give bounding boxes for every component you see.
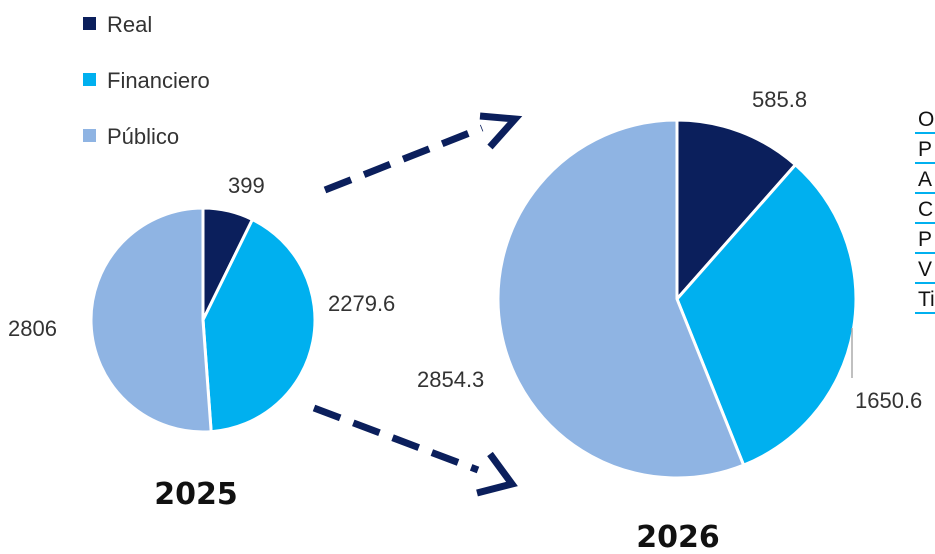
legend-label-financiero: Financiero: [107, 68, 210, 93]
pie-2025-label-publico: 2806: [8, 316, 57, 341]
pie-2026-title: 2026: [636, 520, 720, 554]
legend-label-real: Real: [107, 12, 152, 37]
pie-2025-label-real: 399: [228, 173, 265, 198]
legend-label-publico: Público: [107, 124, 179, 149]
pie-2026-label-financiero: 1650.6: [855, 388, 922, 413]
pie-2026-label-real: 585.8: [752, 87, 807, 112]
side-list-item: P: [918, 228, 932, 251]
pie-2025-slice-financiero: [201, 217, 317, 434]
pie-2026-label-publico: 2854.3: [417, 367, 484, 392]
arrow-upper: [323, 112, 523, 194]
legend-swatch-financiero: [83, 73, 96, 86]
side-list-item: C: [918, 198, 933, 221]
legend: Real Financiero Público: [83, 12, 210, 149]
side-list-item: A: [918, 168, 932, 191]
side-list-item: Ti: [918, 288, 935, 311]
side-list-item: P: [918, 138, 932, 161]
side-list-item: O: [918, 108, 934, 131]
pie-2026-slice-publico: [496, 118, 746, 480]
pie-2025-label-financiero: 2279.6: [328, 291, 395, 316]
legend-swatch-publico: [83, 129, 96, 142]
pie-2025: [89, 206, 317, 434]
pie-2026: [496, 118, 858, 480]
pie-2026-slice-real: [675, 118, 797, 301]
arrow-lower: [312, 404, 518, 497]
pie-2025-slice-publico: [89, 206, 213, 434]
pie-2026-slice-financiero: [675, 163, 858, 467]
legend-swatch-real: [83, 17, 96, 30]
side-list-item: V: [918, 258, 932, 281]
pie-2025-title: 2025: [154, 477, 238, 512]
